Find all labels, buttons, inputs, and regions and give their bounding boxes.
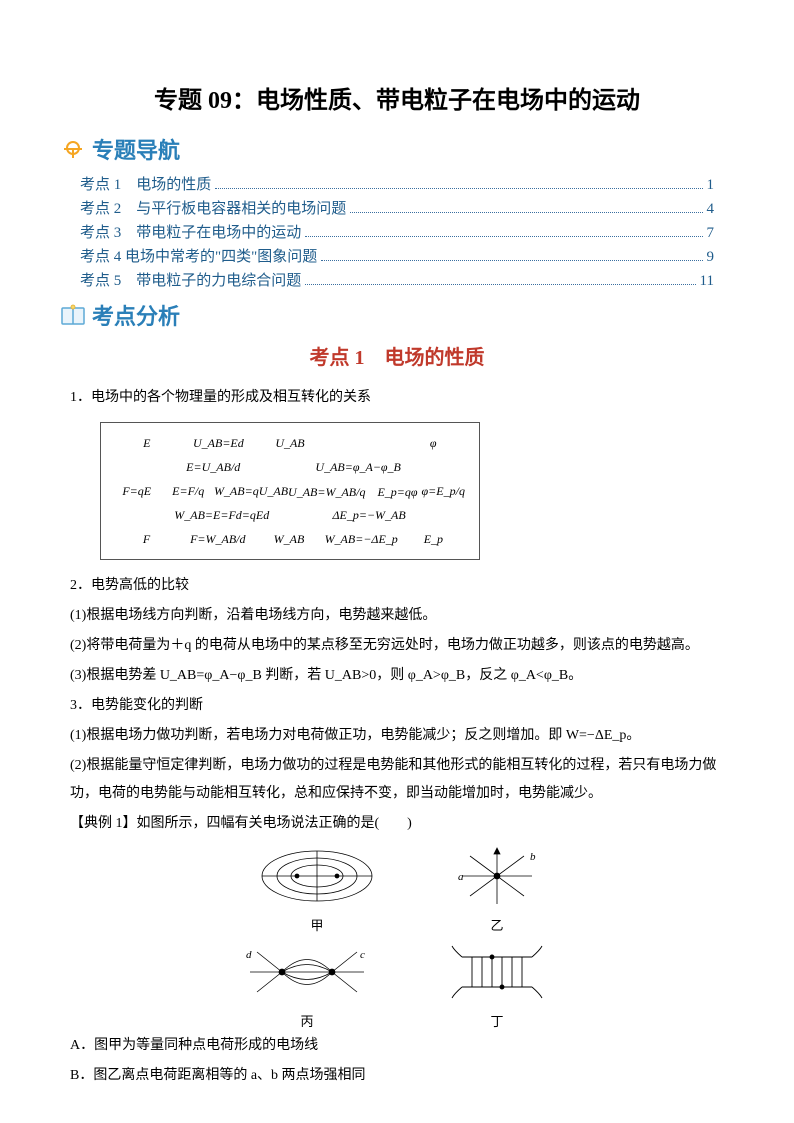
- fig-cap: 甲: [252, 915, 382, 934]
- figure-jia: 甲: [252, 846, 382, 934]
- toc-page: 9: [707, 245, 715, 269]
- option-a: A．图甲为等量同种点电荷形成的电场线: [70, 1032, 724, 1060]
- formula-cell: E: [111, 436, 183, 451]
- sub-heading: 考点 1 电场的性质: [70, 341, 724, 370]
- para-3-1: (1)根据电场力做功判断，若电场力对电荷做正功，电势能减少；反之则增加。即 W=…: [70, 722, 724, 750]
- para-2-2: (2)将带电荷量为＋q 的电荷从电场中的某点移至无穷远处时，电场力做正功越多，则…: [70, 632, 724, 660]
- option-b: B．图乙离点电荷距离相等的 a、b 两点场强相同: [70, 1062, 724, 1090]
- toc-row: 考点 4 电场中常考的"四类"图象问题 9: [80, 245, 714, 269]
- toc-page: 11: [700, 269, 714, 293]
- formula-cell: W_AB: [253, 532, 324, 547]
- toc-label: 考点 4 电场中常考的"四类"图象问题: [80, 245, 317, 269]
- formula-cell: W_AB=E=Fd=qEd: [174, 508, 269, 523]
- toc-row: 考点 3 带电粒子在电场中的运动 7: [80, 221, 714, 245]
- formula-cell: W_AB=qU_AB: [214, 484, 288, 499]
- toc-dots: [305, 283, 695, 285]
- para-3: 3．电势能变化的判断: [70, 692, 724, 720]
- formula-cell: ΔE_p=−W_AB: [332, 508, 405, 523]
- fig-cap: 丙: [242, 1011, 372, 1030]
- analysis-header: 考点分析: [60, 299, 724, 331]
- formula-cell: E_p: [398, 532, 469, 547]
- formula-cell: U_AB=Ed: [183, 436, 255, 451]
- fig-cap: 乙: [452, 915, 542, 934]
- formula-cell: F: [111, 532, 182, 547]
- nav-header: 专题导航: [60, 133, 724, 165]
- fig-cap: 丁: [442, 1011, 552, 1030]
- body-text: 2．电势高低的比较 (1)根据电场线方向判断，沿着电场线方向，电势越来越低。 (…: [70, 572, 724, 838]
- body-text: A．图甲为等量同种点电荷形成的电场线 B．图乙离点电荷距离相等的 a、b 两点场…: [70, 1032, 724, 1090]
- field-diagram-icon: d c: [242, 942, 372, 1002]
- page: 专题 09：电场性质、带电粒子在电场中的运动 专题导航 考点 1 电场的性质 1…: [0, 0, 794, 1123]
- field-diagram-icon: a b: [452, 846, 542, 906]
- formula-cell: φ: [397, 436, 469, 451]
- formula-cell: F=W_AB/d: [182, 532, 253, 547]
- field-diagram-icon: [442, 942, 552, 1002]
- figure-ding: 丁: [442, 942, 552, 1030]
- toc-dots: [215, 187, 702, 189]
- para-2-3: (3)根据电势差 U_AB=φ_A−φ_B 判断，若 U_AB>0，则 φ_A>…: [70, 662, 724, 690]
- toc-label: 考点 2 与平行板电容器相关的电场问题: [80, 197, 346, 221]
- toc-page: 7: [707, 221, 715, 245]
- toc-page: 1: [707, 173, 715, 197]
- toc-row: 考点 1 电场的性质 1: [80, 173, 714, 197]
- para-2-1: (1)根据电场线方向判断，沿着电场线方向，电势越来越低。: [70, 602, 724, 630]
- para-3-2: (2)根据能量守恒定律判断，电场力做功的过程是电势能和其他形式的能相互转化的过程…: [70, 752, 724, 808]
- para-2: 2．电势高低的比较: [70, 572, 724, 600]
- toc-label: 考点 3 带电粒子在电场中的运动: [80, 221, 301, 245]
- analysis-title: 考点分析: [92, 299, 180, 331]
- formula-cell: U_AB=φ_A−φ_B: [315, 460, 400, 475]
- nav-title: 专题导航: [92, 133, 180, 165]
- book-icon: [60, 304, 86, 326]
- toc-dots: [350, 211, 702, 213]
- toc-dots: [305, 235, 702, 237]
- label-a: a: [458, 871, 464, 883]
- toc-row: 考点 5 带电粒子的力电综合问题 11: [80, 269, 714, 293]
- formula-diagram: E U_AB=Ed U_AB φ E=U_AB/d U_AB=φ_A−φ_B F…: [100, 422, 480, 560]
- toc: 考点 1 电场的性质 1 考点 2 与平行板电容器相关的电场问题 4 考点 3 …: [70, 173, 724, 293]
- toc-row: 考点 2 与平行板电容器相关的电场问题 4: [80, 197, 714, 221]
- formula-cell: U_AB: [254, 436, 326, 451]
- person-icon: [60, 134, 86, 164]
- field-diagram-icon: [252, 846, 382, 906]
- figure-bing: d c 丙: [242, 942, 372, 1030]
- example-1: 【典例 1】如图所示，四幅有关电场说法正确的是( ): [70, 810, 724, 838]
- toc-page: 4: [707, 197, 715, 221]
- toc-label: 考点 5 带电粒子的力电综合问题: [80, 269, 301, 293]
- formula-cell: W_AB=−ΔE_p: [325, 532, 398, 547]
- main-title: 专题 09：电场性质、带电粒子在电场中的运动: [70, 80, 724, 115]
- figure-row-1: 甲 a b 乙: [70, 846, 724, 934]
- body-text: 1．电场中的各个物理量的形成及相互转化的关系: [70, 384, 724, 412]
- label-d: d: [246, 949, 252, 961]
- figure-row-2: d c 丙 丁: [70, 942, 724, 1030]
- formula-cell: E=U_AB/d: [179, 460, 247, 475]
- toc-label: 考点 1 电场的性质: [80, 173, 211, 197]
- para-1: 1．电场中的各个物理量的形成及相互转化的关系: [70, 384, 724, 412]
- label-b: b: [530, 851, 536, 863]
- formula-cell: F=qE: [111, 484, 162, 499]
- formula-cell: φ=E_p/q: [418, 484, 469, 499]
- toc-dots: [321, 259, 702, 261]
- figure-yi: a b 乙: [452, 846, 542, 934]
- formula-cell: E=F/q: [162, 484, 213, 499]
- formula-cell: U_AB=W_AB/q E_p=qφ: [288, 483, 417, 500]
- label-c: c: [360, 949, 365, 961]
